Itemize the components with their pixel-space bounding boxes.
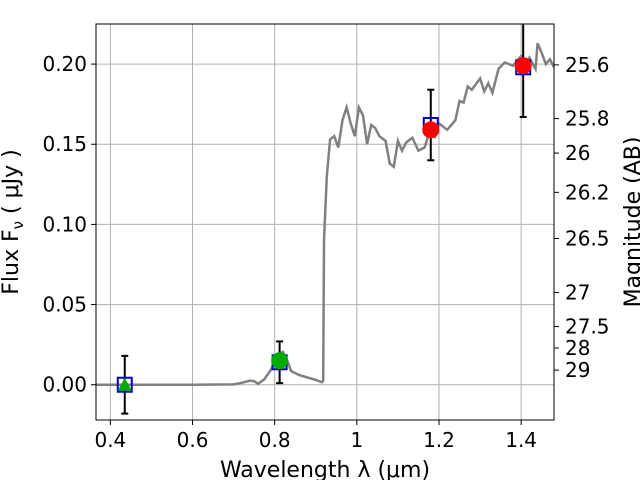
y2-tick-label: 25.6 [565, 53, 610, 77]
y2-tick-label: 25.8 [565, 107, 610, 131]
y2-axis-label: Magnitude (AB) [621, 137, 640, 308]
y2-tick-label: 26.2 [565, 180, 610, 204]
model-photometry-points [117, 57, 532, 391]
y-tick-label: 0.10 [42, 212, 87, 236]
y2-tick-label: 27.5 [565, 315, 610, 339]
y-axis-label-subscript: ν [9, 221, 27, 229]
x-tick-label: 1.2 [423, 428, 455, 452]
y-tick-label: 0.20 [42, 52, 87, 76]
y2-tick-label: 29 [565, 358, 590, 382]
y-axis-label: Flux Fν ( μJy ) [0, 149, 27, 294]
model-photometry-marker [117, 377, 132, 391]
y-tick-label: 0.00 [42, 373, 87, 397]
x-tick-label: 1 [350, 428, 363, 452]
x-axis-ticks: 0.4 0.6 0.8 1 1.2 1.4 [94, 420, 537, 452]
model-photometry-marker [271, 352, 289, 370]
x-tick-label: 0.6 [177, 428, 209, 452]
y-tick-label: 0.05 [42, 293, 87, 317]
grid-lines [96, 24, 554, 420]
x-tick-label: 0.4 [94, 428, 126, 452]
y2-tick-label: 26.5 [565, 227, 610, 251]
x-axis-label: Wavelength λ (μm) [220, 458, 430, 480]
plot-area [96, 24, 554, 415]
y-axis-label-main: Flux F [0, 229, 24, 294]
model-photometry-marker [514, 57, 532, 75]
y-axis-label-unit: ( μJy ) [0, 149, 24, 221]
x-tick-label: 0.8 [259, 428, 291, 452]
x-tick-label: 1.4 [505, 428, 537, 452]
plot-frame [95, 23, 555, 421]
y-tick-label: 0.15 [42, 132, 87, 156]
y-axis-ticks: 0.00 0.05 0.10 0.15 0.20 [42, 52, 96, 397]
model-photometry-marker [422, 121, 440, 139]
y2-tick-label: 27 [565, 281, 590, 305]
y2-tick-label: 26 [565, 141, 590, 165]
y2-tick-label: 28 [565, 336, 590, 360]
